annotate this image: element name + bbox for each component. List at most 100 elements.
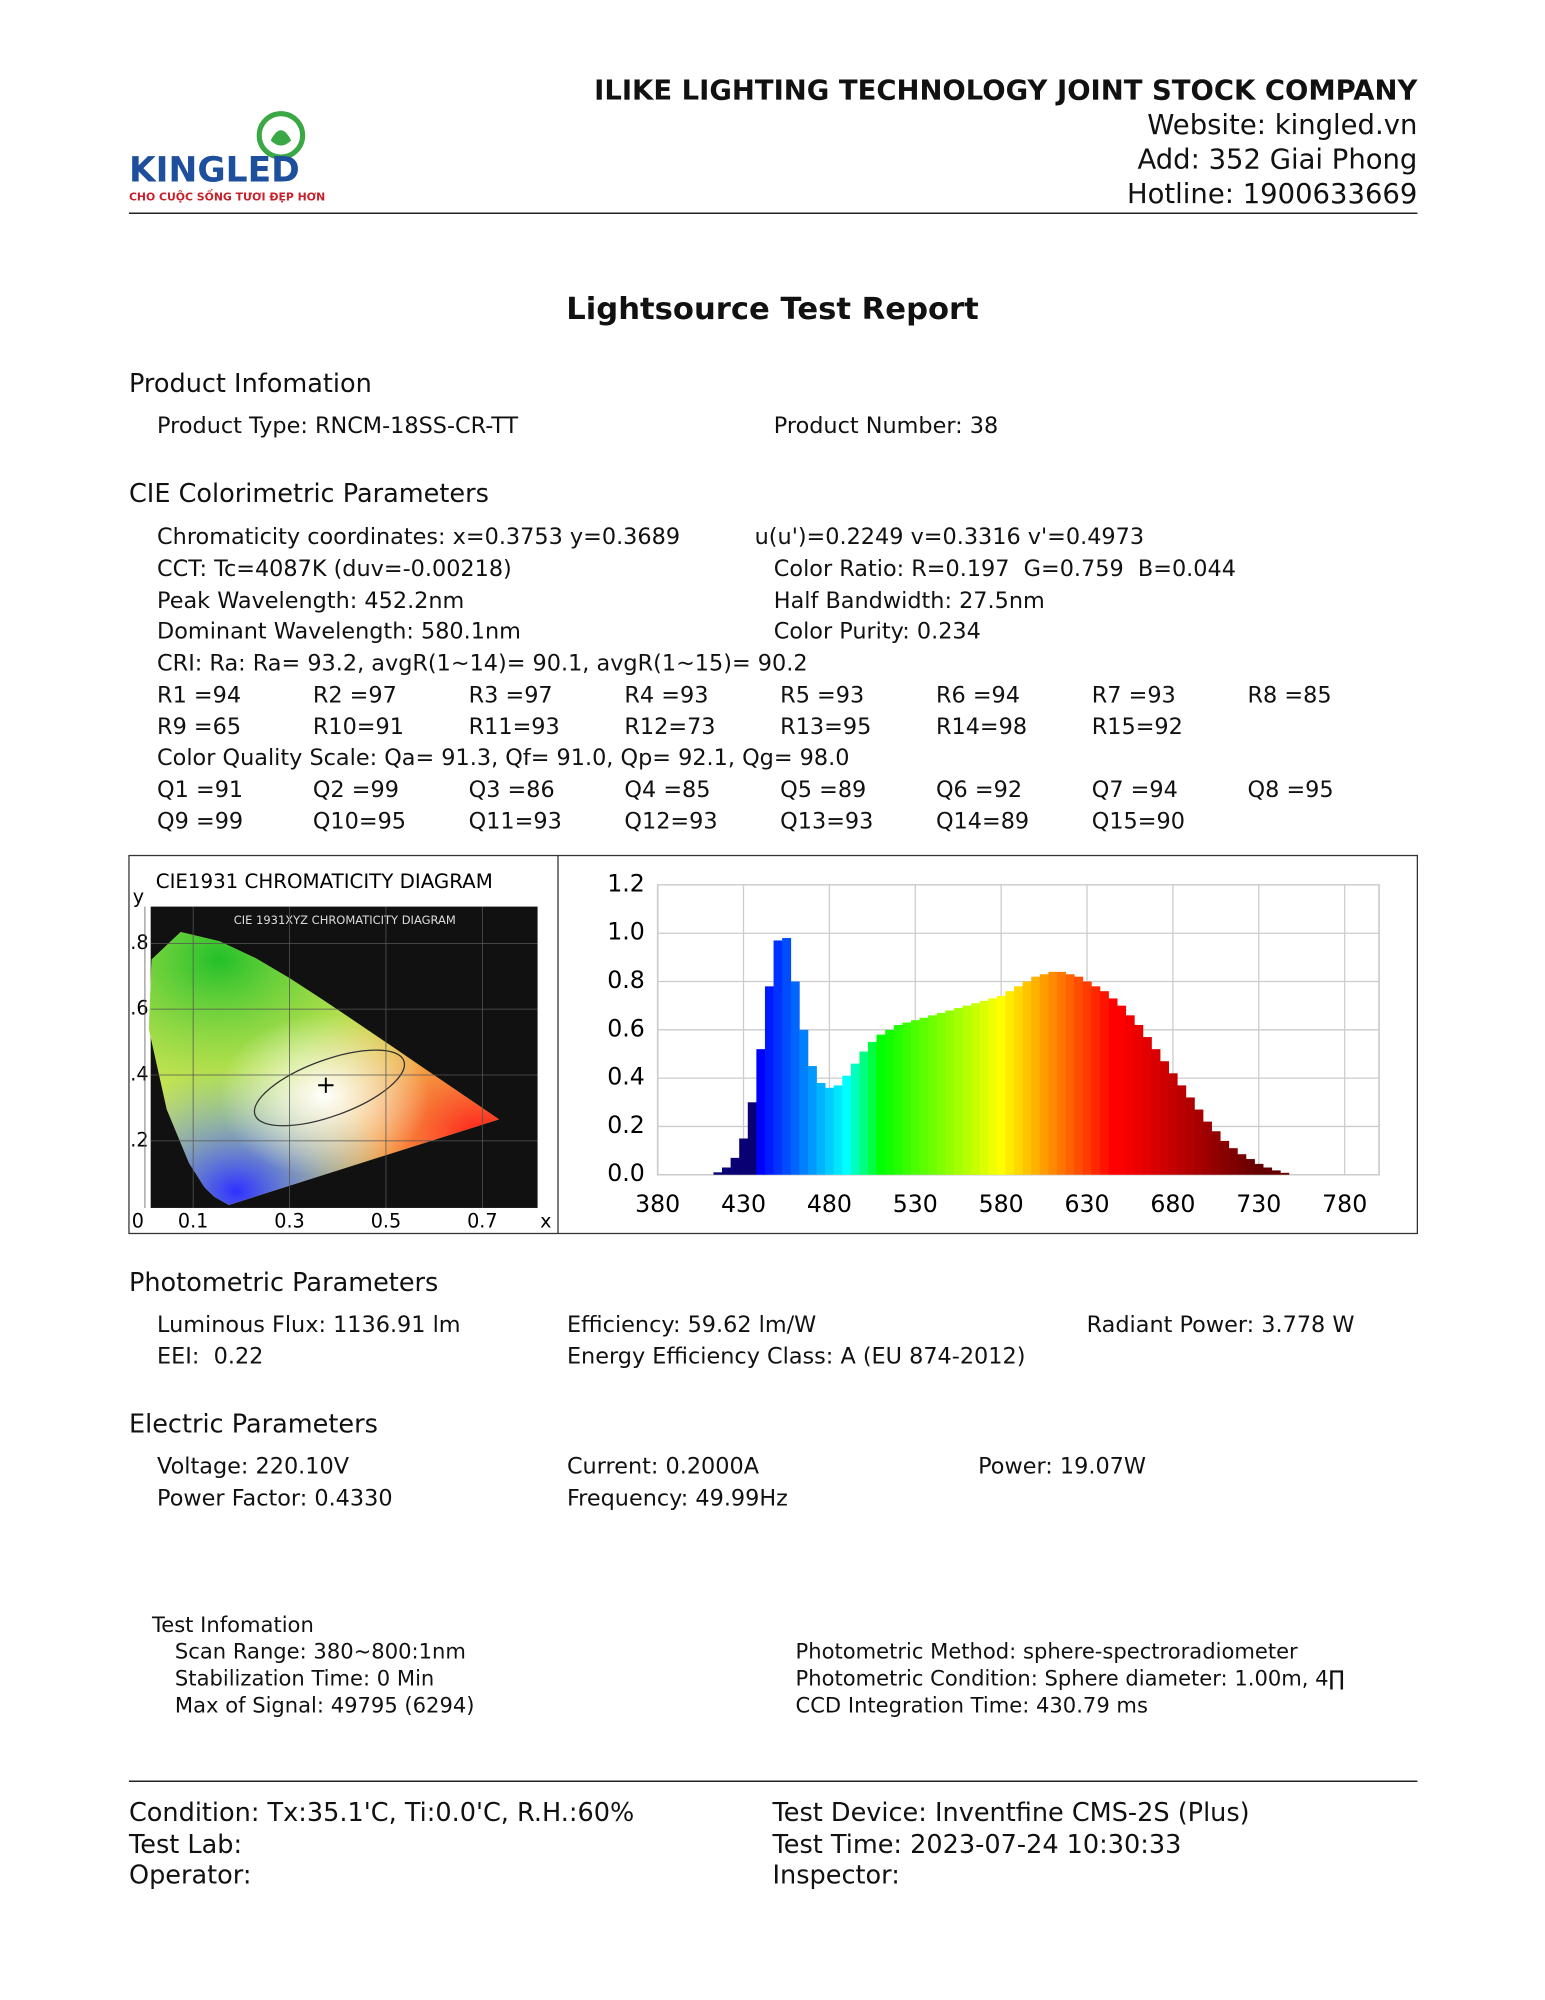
- spectrum-bar: [1022, 981, 1032, 1175]
- spectrum-bar: [1151, 1049, 1161, 1175]
- spectrum-bar: [1237, 1154, 1247, 1175]
- field: R9 =65: [157, 714, 242, 741]
- spectrum-bar: [713, 1172, 723, 1175]
- spectrum-bar: [885, 1029, 895, 1175]
- footer-field: Test Lab:: [128, 1827, 243, 1859]
- y-tick-label: .2: [130, 1128, 148, 1151]
- logo-text: KINGLED: [128, 150, 300, 191]
- y-tick-label: 0.4: [607, 1063, 645, 1091]
- field: Peak Wavelength: 452.2nm: [157, 588, 465, 614]
- spectrum-bar: [1211, 1131, 1221, 1175]
- spectrum-bar: [1168, 1073, 1178, 1175]
- spectrum-bar: [1142, 1037, 1152, 1175]
- spectrum-bar: [773, 940, 783, 1175]
- spectrum-bar: [1185, 1097, 1195, 1175]
- field: EEI: 0.22: [157, 1344, 264, 1371]
- field: Q8 =95: [1247, 777, 1334, 804]
- field: Photometric Condition: Sphere diameter: …: [795, 1666, 1345, 1691]
- field: Stabilization Time: 0 Min: [174, 1666, 435, 1691]
- section-heading: Test Infomation: [151, 1612, 314, 1637]
- spectrum-bar: [962, 1005, 972, 1175]
- spectrum-bar: [1263, 1167, 1273, 1175]
- field: Photometric Method: sphere-spectroradiom…: [795, 1639, 1298, 1664]
- field: Q12=93: [624, 809, 718, 835]
- section-heading: CIE Colorimetric Parameters: [128, 477, 489, 509]
- chart-title: CIE1931 CHROMATICITY DIAGRAM: [156, 870, 493, 893]
- cie-white: [148, 932, 500, 1206]
- field: Color Ratio: R=0.197 G=0.759 B=0.044: [773, 556, 1236, 583]
- spectrum-bar: [1065, 974, 1075, 1175]
- field: R2 =97: [312, 682, 397, 709]
- field: Half Bandwidth: 27.5nm: [773, 588, 1045, 614]
- field: R14=98: [935, 714, 1028, 741]
- field: R1 =94: [157, 682, 242, 709]
- field: R4 =93: [624, 682, 709, 709]
- spectrum-bar: [1194, 1109, 1204, 1175]
- field: Current: 0.2000A: [566, 1454, 759, 1481]
- spectrum-bar: [1039, 974, 1049, 1175]
- spectrum-bar: [1056, 971, 1066, 1175]
- field: CCD Integration Time: 430.79 ms: [795, 1693, 1148, 1718]
- cie-ellipse: [253, 1049, 406, 1127]
- field: R5 =93: [780, 682, 865, 709]
- spectrum-bar: [1228, 1148, 1238, 1175]
- field: CRI: Ra: Ra= 93.2, avgR(1~14)= 90.1, avg…: [157, 651, 808, 677]
- footer-field: Test Device: Inventfine CMS-2S (Plus): [772, 1796, 1250, 1828]
- field: Product Type: RNCM-18SS-CR-TT: [157, 414, 519, 440]
- spectrum-bar: [876, 1034, 886, 1175]
- logo-tagline: CHO CUỘC SỐNG TƯƠI ĐẸP HƠN: [128, 191, 326, 205]
- spectrum-bar: [1048, 971, 1058, 1175]
- spectrum-bar: [859, 1051, 869, 1175]
- x-tick-label: 780: [1322, 1190, 1367, 1218]
- field: Q14=89: [935, 809, 1030, 835]
- spectrum-bar: [893, 1024, 903, 1175]
- field: Q5 =89: [780, 777, 867, 804]
- spectrum-bar: [1134, 1024, 1144, 1175]
- spectrum-bar: [1280, 1172, 1290, 1175]
- field: Q15=90: [1091, 809, 1185, 835]
- hotline: Hotline: 1900633669: [1126, 178, 1418, 211]
- section-heading: Photometric Parameters: [128, 1266, 439, 1298]
- x-axis-label: x: [540, 1209, 551, 1232]
- address: Add: 352 Giai Phong: [1137, 144, 1418, 177]
- spectrum-bar: [996, 996, 1006, 1175]
- y-tick-label: 0.2: [607, 1111, 645, 1139]
- field: CCT: Tc=4087K (duv=-0.00218): [157, 556, 512, 583]
- x-tick-label: 580: [979, 1190, 1024, 1218]
- field: R6 =94: [935, 682, 1020, 709]
- x-tick-label: 680: [1150, 1190, 1195, 1218]
- field: R8 =85: [1247, 682, 1332, 709]
- x-tick-label: 480: [807, 1190, 852, 1218]
- logo-leaf: [270, 130, 292, 146]
- field: Q6 =92: [935, 777, 1023, 804]
- x-tick-label: 0.1: [178, 1209, 208, 1232]
- spectrum-bar: [971, 1003, 981, 1175]
- y-tick-label: 1.0: [607, 918, 645, 946]
- section-heading: Product Infomation: [128, 367, 372, 399]
- spectrum-bar: [782, 938, 792, 1175]
- spectrum-bar: [1031, 976, 1041, 1175]
- chromaticity-point: [318, 1077, 334, 1093]
- spectrum-bar: [1160, 1061, 1170, 1175]
- spectrum-bar: [1220, 1140, 1230, 1175]
- field: R7 =93: [1091, 682, 1176, 709]
- field: Color Quality Scale: Qa= 91.3, Qf= 91.0,…: [157, 746, 850, 772]
- spectrum-bar: [833, 1085, 843, 1175]
- spectrum-bar: [722, 1167, 731, 1175]
- x-tick-label: 380: [635, 1190, 680, 1218]
- spectrum-bar: [1254, 1163, 1264, 1175]
- field: Q9 =99: [157, 809, 244, 835]
- spectrum-bar: [1117, 1005, 1127, 1175]
- spectrum-bar: [850, 1063, 860, 1175]
- field: Scan Range: 380~800:1nm: [174, 1639, 466, 1664]
- field: u(u')=0.2249 v=0.3316 v'=0.4973: [754, 525, 1145, 551]
- field: Product Number: 38: [773, 414, 999, 440]
- field: Chromaticity coordinates: x=0.3753 y=0.3…: [157, 525, 681, 551]
- spectrum-bar: [1177, 1085, 1187, 1175]
- cie-locus: [148, 932, 500, 1206]
- spectrum-bar: [945, 1010, 955, 1175]
- spectrum-bar: [953, 1008, 963, 1175]
- spectrum-bar: [790, 981, 800, 1175]
